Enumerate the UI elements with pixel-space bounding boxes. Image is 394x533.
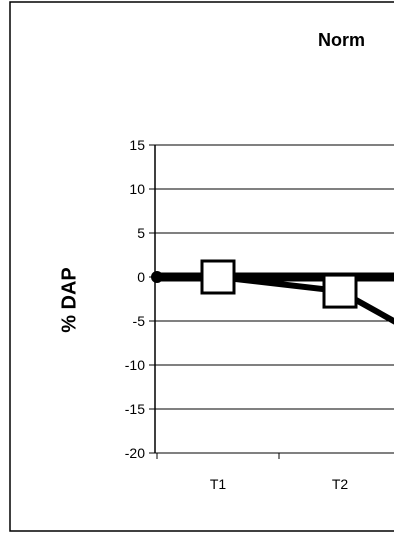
x-tick-labels: T1 T2	[210, 476, 349, 492]
gridlines	[149, 144, 394, 459]
series-line-squares	[217, 274, 394, 325]
x-tick-label: T2	[332, 476, 349, 492]
y-tick-label: 10	[129, 181, 145, 197]
chart-title: Norm	[318, 30, 366, 50]
chart-border	[9, 1, 394, 532]
series-layer	[151, 259, 394, 325]
y-tick-label: 5	[137, 225, 145, 241]
y-tick-label: -10	[125, 357, 145, 373]
y-tick-label: 15	[129, 137, 145, 153]
y-tick-label: 0	[137, 269, 145, 285]
square-marker	[322, 273, 358, 309]
series-start-point	[151, 271, 163, 283]
y-tick-label: -5	[133, 313, 146, 329]
y-tick-label: -20	[125, 445, 145, 461]
x-tick-label: T1	[210, 476, 227, 492]
y-tick-label: -15	[125, 401, 145, 417]
square-marker	[200, 259, 236, 295]
y-tick-labels: 15 10 5 0 -5 -10 -15 -20	[125, 137, 145, 461]
